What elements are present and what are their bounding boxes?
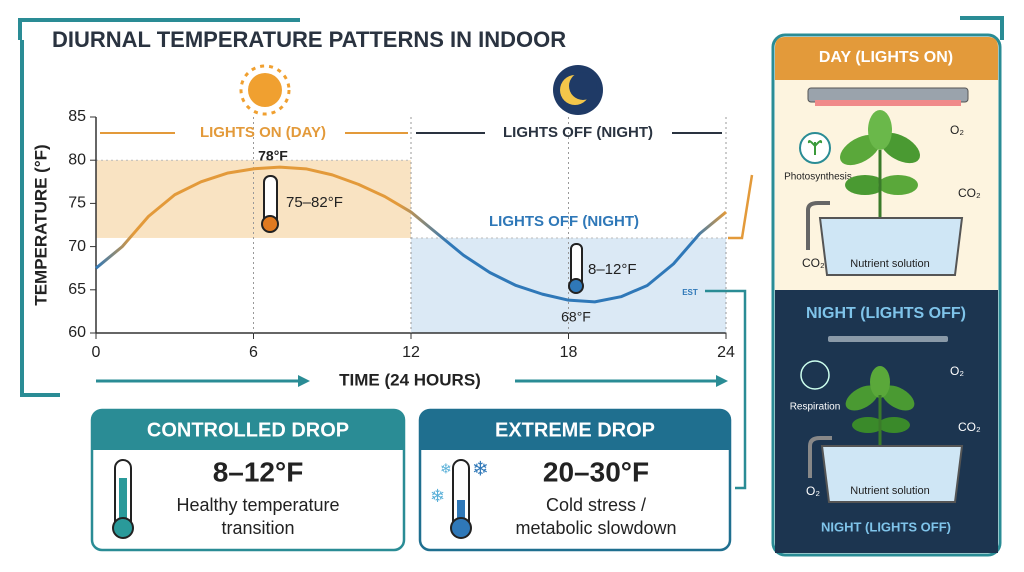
x-tick-label: 24 [717, 344, 735, 361]
chart-title: DIURNAL TEMPERATURE PATTERNS IN INDOOR [52, 27, 566, 52]
controlled-drop-card: CONTROLLED DROP 8–12°F Healthy temperatu… [90, 408, 406, 552]
night-drop-label: 8–12°F [588, 261, 637, 278]
y-tick-label: 70 [68, 238, 86, 255]
thermometer [261, 215, 279, 233]
y-tick-label: 85 [68, 108, 86, 125]
extreme-drop-card: EXTREME DROP ❄ ❄ ❄ 20–30°F Cold stress /… [418, 408, 732, 552]
y-tick-label: 60 [68, 324, 86, 341]
card-value: 8–12°F [213, 456, 304, 487]
lights-on-label: LIGHTS ON (DAY) [200, 124, 326, 141]
card-text: metabolic slowdown [515, 518, 676, 538]
svg-text:❄: ❄ [440, 461, 452, 477]
band [96, 160, 411, 238]
gas-label: CO₂ [802, 256, 825, 270]
connector [728, 174, 754, 240]
x-tick-label: 12 [402, 344, 420, 361]
connector [705, 289, 747, 490]
lights-off-label: LIGHTS OFF (NIGHT) [503, 124, 653, 141]
est-label: EST [682, 288, 698, 297]
chart: 60 65 70 75 80 85 0 6 12 18 24 [68, 108, 735, 361]
temperature-line [95, 165, 727, 304]
y-axis-label: TEMPERATURE (°F) [31, 144, 50, 305]
card-text: Healthy temperature [176, 495, 339, 515]
card-value: 20–30°F [543, 456, 649, 487]
day-range-label: 75–82°F [286, 194, 343, 211]
y-tick-label: 75 [68, 195, 86, 212]
night-label: LIGHTS OFF (NIGHT) [489, 213, 639, 230]
svg-text:❄: ❄ [472, 458, 489, 480]
sun-icon [239, 64, 291, 116]
gas-label: CO₂ [958, 186, 981, 200]
x-tick-label: 0 [92, 344, 101, 361]
solution-label: Nutrient solution [850, 258, 930, 270]
card-text: Cold stress / [546, 495, 646, 515]
x-axis-label: TIME (24 HOURS) [339, 370, 481, 389]
solution-label: Nutrient solution [850, 485, 930, 497]
thermometer [568, 278, 584, 294]
process-label: Photosynthesis [784, 172, 852, 183]
panel-footer: NIGHT (LIGHTS OFF) [821, 519, 951, 534]
gas-label: O₂ [950, 364, 964, 378]
axis-arrow [716, 375, 728, 387]
card-title: CONTROLLED DROP [147, 419, 349, 441]
x-tick-label: 6 [249, 344, 258, 361]
gas-label: CO₂ [958, 420, 981, 434]
low-label: 68°F [561, 309, 591, 325]
axis-arrow [298, 375, 310, 387]
peak-label: 78°F [258, 148, 288, 164]
frame [18, 16, 1004, 397]
y-tick-label: 80 [68, 151, 86, 168]
gas-label: O₂ [806, 484, 820, 498]
x-tick-label: 18 [560, 344, 578, 361]
card-title: EXTREME DROP [495, 419, 655, 441]
process-label: Respiration [790, 402, 841, 413]
y-tick-label: 65 [68, 281, 86, 298]
panel-title: DAY (LIGHTS ON) [819, 49, 953, 66]
svg-text:❄: ❄ [430, 486, 445, 506]
side-panel: DAY (LIGHTS ON) Photosynthesis O₂ CO₂ CO… [771, 33, 1002, 557]
gas-label: O₂ [950, 123, 964, 137]
card-text: transition [221, 518, 294, 538]
panel-title: NIGHT (LIGHTS OFF) [806, 305, 966, 322]
moon-icon [553, 65, 603, 115]
